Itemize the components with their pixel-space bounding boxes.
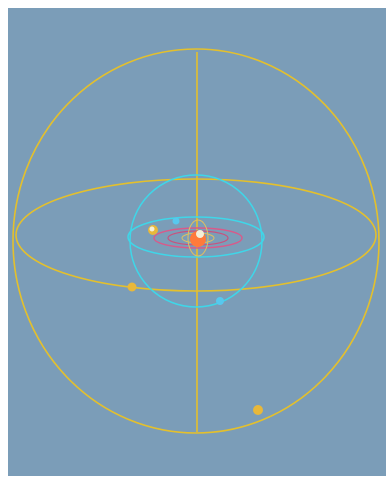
middle-sphere bbox=[127, 174, 265, 308]
outer-sphere-equator bbox=[15, 178, 377, 292]
scene-viewport[interactable] bbox=[8, 8, 386, 476]
middle-sphere-equator bbox=[127, 216, 265, 258]
marker-yellow-left bbox=[127, 282, 137, 292]
marker-cyan-top bbox=[172, 217, 180, 225]
marker-inner-left-highlight bbox=[149, 226, 155, 232]
center-highlight bbox=[196, 230, 204, 238]
outer-sphere-circle bbox=[12, 48, 380, 434]
marker-cyan-bottom bbox=[216, 297, 224, 305]
orbit-markers bbox=[127, 217, 263, 415]
orbital-diagram bbox=[12, 48, 380, 434]
inner-orbit-pink bbox=[153, 227, 243, 249]
inner-orbit-vertical bbox=[187, 219, 209, 257]
center-body bbox=[190, 230, 206, 247]
marker-yellow-bottom bbox=[253, 405, 263, 415]
